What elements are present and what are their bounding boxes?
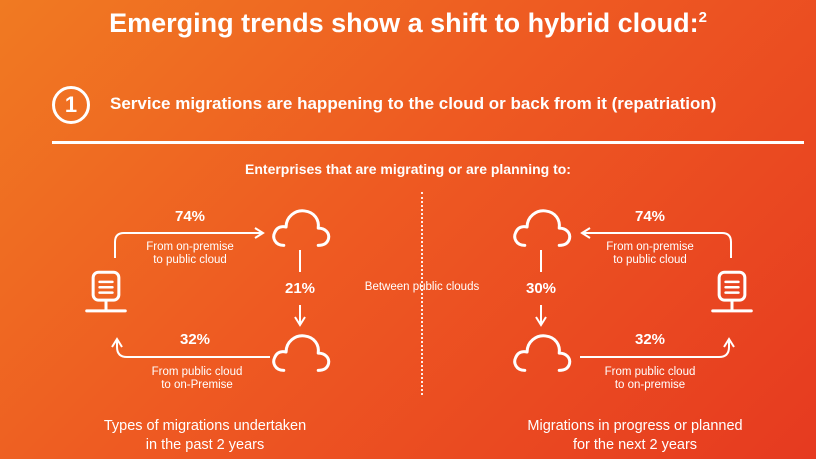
server-icon — [85, 270, 127, 313]
left-top-label-2: to public cloud — [153, 254, 227, 266]
left-bottom-label-2: to on-Premise — [161, 379, 233, 391]
right-bottom-label-2: to on-premise — [614, 379, 686, 391]
center-divider — [421, 192, 423, 395]
left-footer-line-1: Types of migrations undertaken — [103, 418, 307, 434]
server-icon — [711, 270, 753, 313]
right-mid-percent: 30% — [525, 280, 557, 297]
cloud-icon — [513, 334, 572, 373]
arrow-icon — [583, 233, 731, 258]
right-footer-line-2: for the next 2 years — [572, 437, 698, 453]
right-top-label-2: to public cloud — [613, 254, 687, 266]
step-number: 1 — [64, 92, 78, 117]
cloud-icon — [513, 209, 572, 248]
center-label: Between public clouds — [364, 281, 480, 293]
left-top-percent: 74% — [174, 208, 206, 225]
right-top-label-1: From on-premise — [606, 241, 694, 253]
left-bottom-percent: 32% — [179, 331, 211, 348]
cloud-icon — [272, 334, 331, 373]
arrow-icon — [580, 340, 729, 357]
section-caption: Enterprises that are migrating or are pl… — [245, 161, 571, 177]
right-top-percent: 74% — [634, 208, 666, 225]
left-top-label-1: From on-premise — [146, 241, 234, 253]
number-circle-icon: 1 — [52, 86, 90, 124]
right-bottom-percent: 32% — [634, 331, 666, 348]
divider-rule — [52, 141, 804, 144]
arrow-icon — [115, 233, 262, 258]
left-footer-line-2: in the past 2 years — [145, 437, 265, 453]
section-heading: Service migrations are happening to the … — [110, 94, 717, 113]
right-bottom-label-1: From public cloud — [604, 366, 696, 378]
arrow-icon — [117, 340, 270, 357]
title-text: Emerging trends show a shift to hybrid c… — [109, 8, 699, 38]
left-bottom-label-1: From public cloud — [151, 366, 243, 378]
title-superscript: 2 — [698, 9, 707, 26]
left-mid-percent: 21% — [284, 280, 316, 297]
right-footer-line-1: Migrations in progress or planned — [527, 418, 743, 434]
cloud-icon — [272, 209, 331, 248]
page-title: Emerging trends show a shift to hybrid c… — [0, 8, 816, 39]
